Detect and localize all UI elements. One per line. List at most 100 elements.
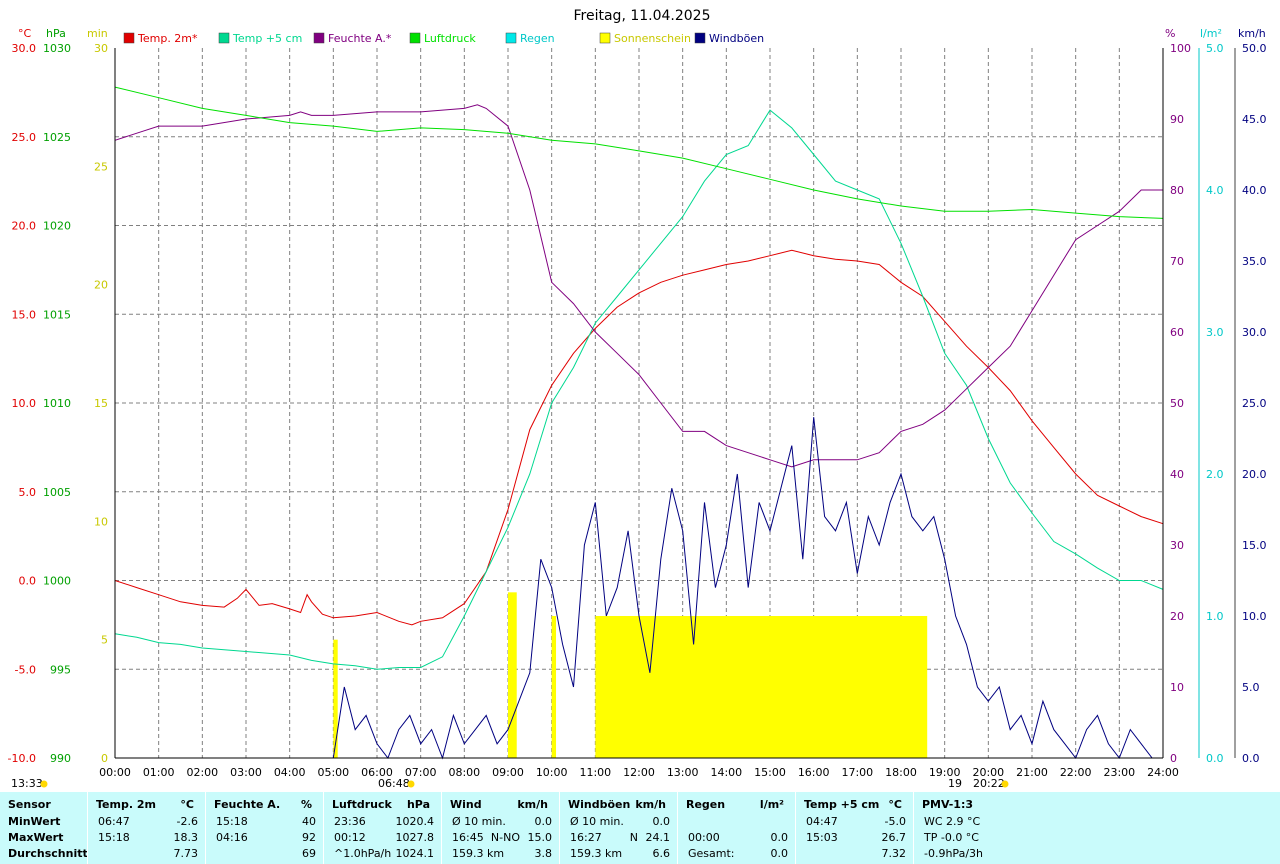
rain-tick: 0.0 (1206, 752, 1224, 765)
cell-label: Ø 10 min. (570, 815, 624, 828)
sun-dot (40, 780, 48, 788)
cell-value: 1027.8 (395, 831, 435, 844)
sun-label-left: 13:33 (11, 777, 43, 790)
rain-tick: 3.0 (1206, 326, 1224, 339)
humidity-tick: 100 (1170, 42, 1191, 55)
column-title: Windböen (568, 798, 631, 811)
column-title: PMV-1:3 (922, 798, 973, 811)
table-row: WC 2.9 °C (914, 814, 1280, 830)
x-tick: 00:00 (99, 766, 131, 779)
wind-tick: 15.0 (1242, 539, 1267, 552)
x-tick: 16:00 (798, 766, 830, 779)
cell-label: ^1.0hPa/h (334, 847, 392, 860)
x-tick: 09:00 (492, 766, 524, 779)
legend-label: Sonnenschein (614, 32, 691, 45)
pressure-tick: 995 (50, 663, 71, 676)
sun-dot (1001, 780, 1009, 788)
cell-label: 16:27 (570, 831, 602, 844)
cell-value: -2.6 (176, 815, 198, 828)
table-row: 159.3 km 6.6 (560, 846, 678, 862)
wind-tick: 50.0 (1242, 42, 1267, 55)
cell-value: 1020.4 (395, 815, 435, 828)
x-tick: 22:00 (1060, 766, 1092, 779)
legend-swatch (505, 32, 517, 44)
series-line-feuchte-a- (114, 104, 1163, 468)
table-header: Temp +5 cm °C (796, 797, 914, 813)
wind-tick: 20.0 (1242, 468, 1267, 481)
wind-tick: 30.0 (1242, 326, 1267, 339)
cell-label: 159.3 km (452, 847, 505, 860)
x-tick: 15:00 (754, 766, 786, 779)
legend-swatch (218, 32, 230, 44)
table-column: Temp. 2m °C 06:47 -2.6 15:18 18.3 7.73 (88, 792, 206, 864)
legend-swatch (599, 32, 611, 44)
table-row: -0.9hPa/3h (914, 846, 1280, 862)
cell-value: 7.73 (173, 847, 199, 860)
cell-value: 0.0 (652, 815, 671, 828)
legend-label: Feuchte A.* (328, 32, 392, 45)
column-title: Regen (686, 798, 726, 811)
sun-label-mid: 19 (948, 777, 962, 790)
rain-tick: 2.0 (1206, 468, 1224, 481)
cell-label: -0.9hPa/3h (924, 847, 983, 860)
humidity-tick: 40 (1170, 468, 1184, 481)
table-header: PMV-1:3 (914, 797, 1280, 813)
humidity-tick: 30 (1170, 539, 1184, 552)
unit-temp: °C (18, 27, 32, 40)
x-tick: 21:00 (1016, 766, 1048, 779)
column-title: Feuchte A. (214, 798, 281, 811)
x-tick: 06:00 (361, 766, 393, 779)
sunshine-bar (333, 639, 338, 758)
x-tick: 03:00 (230, 766, 262, 779)
sunset-time: 20:22 (973, 777, 1005, 790)
cell-value: 0.0 (534, 815, 553, 828)
table-column: Luftdruck hPa 23:36 1020.4 00:12 1027.8 ^1.0hP… (324, 792, 442, 864)
table-row: 7.32 (796, 846, 914, 862)
rain-tick: 4.0 (1206, 184, 1224, 197)
table-separator (87, 792, 88, 864)
x-tick: 10:00 (536, 766, 568, 779)
x-tick: 07:00 (405, 766, 437, 779)
table-header: Sensor (0, 797, 88, 813)
humidity-tick: 50 (1170, 397, 1184, 410)
statistics-table: Sensor MinWert MaxWert Durchschnitt Temp. 2m… (0, 792, 1280, 864)
humidity-tick: 70 (1170, 255, 1184, 268)
cell-value: 7.32 (881, 847, 907, 860)
column-title: Temp +5 cm (804, 798, 880, 811)
table-separator (677, 792, 678, 864)
column-unit: hPa (406, 798, 430, 811)
x-tick: 19:00 (929, 766, 961, 779)
x-tick: 14:00 (710, 766, 742, 779)
pressure-tick: 1015 (43, 308, 71, 321)
table-row: TP -0.0 °C (914, 830, 1280, 846)
column-title: Temp. 2m (96, 798, 156, 811)
pressure-tick: 1010 (43, 397, 71, 410)
table-row: 15:18 40 (206, 814, 324, 830)
sun-tick: 30 (94, 42, 108, 55)
table-row: Ø 10 min. 0.0 (560, 814, 678, 830)
cell-value: 40 (302, 815, 316, 828)
sunshine-bars (333, 592, 928, 758)
table-row: 69 (206, 846, 324, 862)
column-unit: °C (888, 798, 902, 811)
cell-value: 24.1 (645, 831, 671, 844)
table-column: Wind km/h Ø 10 min. 0.0 16:45 N-NO 15.0 159.3 k… (442, 792, 560, 864)
temp-tick: 5.0 (19, 486, 37, 499)
table-row: 15:03 26.7 (796, 830, 914, 846)
rain-tick: 5.0 (1206, 42, 1224, 55)
table-separator (795, 792, 796, 864)
column-unit: km/h (517, 798, 548, 811)
legend-swatch (409, 32, 421, 44)
cell-value: 92 (302, 831, 316, 844)
table-header: Feuchte A.% (206, 797, 324, 813)
table-column: Temp +5 cm °C 04:47 -5.0 15:03 26.7 7.32 (796, 792, 914, 864)
cell-value: 0.0 (770, 847, 789, 860)
table-separator (441, 792, 442, 864)
cell-label: 16:45 (452, 831, 484, 844)
x-tick: 12:00 (623, 766, 655, 779)
sun-tick: 15 (94, 397, 108, 410)
temp-tick: -10.0 (8, 752, 36, 765)
table-row: Ø 10 min. 0.0 (442, 814, 560, 830)
temp-tick: 25.0 (12, 131, 37, 144)
cell-value: 3.8 (534, 847, 553, 860)
